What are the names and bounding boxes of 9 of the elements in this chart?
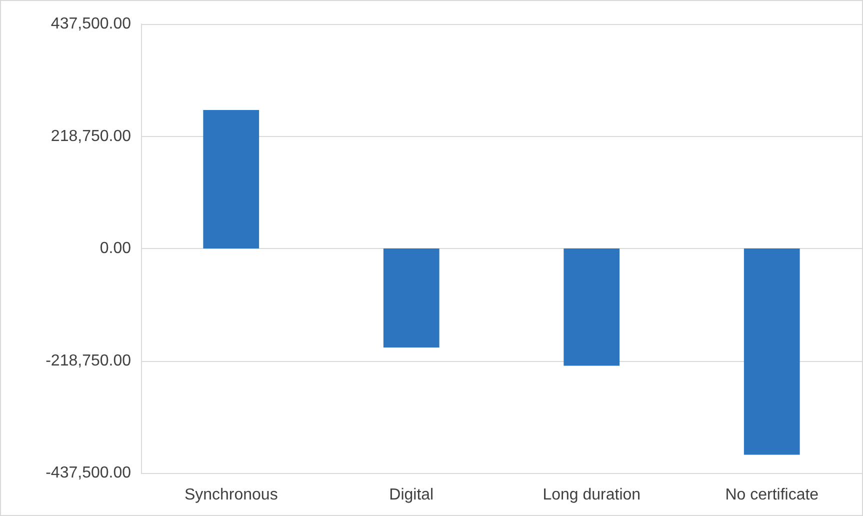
y-tick-label: 437,500.00 (50, 16, 132, 32)
x-tick-label: Digital (389, 486, 434, 504)
y-tick-label: 0.00 (100, 240, 132, 257)
y-tick-label: -218,750.00 (46, 352, 132, 370)
y-tick-label: -437,500.00 (46, 464, 132, 482)
x-tick-label: No certificate (725, 486, 819, 504)
x-tick-label: Synchronous (184, 486, 278, 504)
x-tick-label: Long duration (542, 486, 641, 504)
y-tick-label: 218,750.00 (50, 128, 132, 145)
